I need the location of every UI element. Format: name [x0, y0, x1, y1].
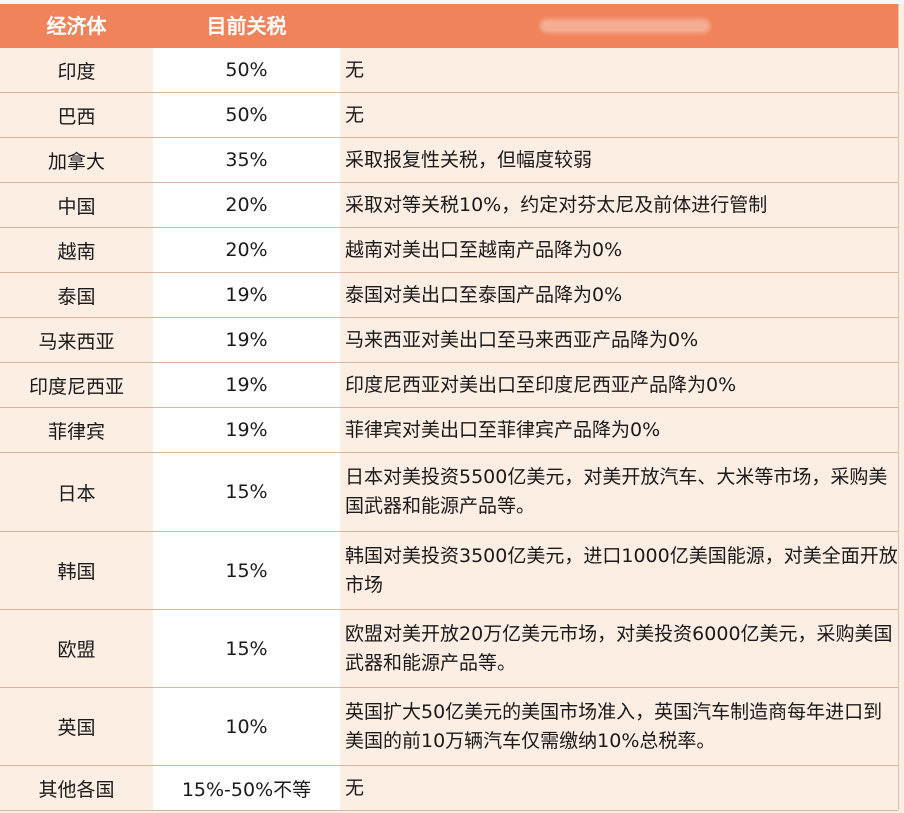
tariff-cell: 35%: [153, 138, 340, 182]
table-row: 欧盟 15% 欧盟对美开放20万亿美元市场，对美投资6000亿美元，采购美国武器…: [0, 610, 898, 688]
table-row: 马来西亚 19% 马来西亚对美出口至马来西亚产品降为0%: [0, 318, 898, 363]
economy-cell: 日本: [57, 482, 96, 505]
economy-cell: 印度尼西亚: [28, 375, 124, 398]
tariff-cell: 50%: [153, 93, 340, 137]
table-row: 加拿大 35% 采取报复性关税，但幅度较弱: [0, 138, 898, 183]
table-row: 日本 15% 日本对美投资5500亿美元，对美开放汽车、大米等市场，采购美国武器…: [0, 453, 898, 532]
table-row: 印度 50% 无: [0, 48, 898, 93]
note-cell: 无: [345, 103, 365, 126]
economy-cell: 印度: [57, 60, 96, 83]
table-row: 巴西 50% 无: [0, 93, 898, 138]
note-cell: 越南对美出口至越南产品降为0%: [345, 238, 623, 261]
table-row: 中国 20% 采取对等关税10%，约定对芬太尼及前体进行管制: [0, 183, 898, 228]
header-blurred-text: [540, 19, 710, 33]
economy-cell: 欧盟: [57, 639, 96, 661]
tariff-cell: 19%: [153, 318, 340, 362]
note-cell: 无: [345, 58, 365, 81]
economy-cell: 加拿大: [47, 150, 105, 173]
tariff-cell: 50%: [153, 48, 340, 92]
note-cell: 印度尼西亚对美出口至印度尼西亚产品降为0%: [345, 373, 737, 396]
economy-cell: 巴西: [57, 105, 96, 128]
economy-cell: 其他各国: [38, 778, 115, 801]
tariff-cell: 15%: [153, 453, 340, 531]
header-economy: 经济体: [46, 14, 107, 38]
note-cell: 日本对美投资5500亿美元，对美开放汽车、大米等市场，采购美国武器和能源产品等。: [345, 466, 888, 517]
economy-cell: 菲律宾: [47, 420, 105, 443]
note-cell: 采取报复性关税，但幅度较弱: [345, 148, 593, 171]
header-tariff: 目前关税: [206, 14, 287, 38]
note-cell: 英国扩大50亿美元的美国市场准入，英国汽车制造商每年进口到美国的前10万辆汽车仅…: [345, 700, 883, 752]
table-body: 印度 50% 无 巴西 50% 无 加拿大 35% 采取报复性关税，但幅度较弱 …: [0, 48, 898, 811]
economy-cell: 英国: [57, 717, 96, 739]
economy-cell: 马来西亚: [38, 330, 115, 353]
table-row: 英国 10% 英国扩大50亿美元的美国市场准入，英国汽车制造商每年进口到美国的前…: [0, 688, 898, 766]
tariff-cell: 19%: [153, 273, 340, 317]
tariff-cell: 20%: [153, 183, 340, 227]
spreadsheet-grid-edge: [0, 0, 904, 4]
tariff-cell: 19%: [153, 363, 340, 407]
note-cell: 泰国对美出口至泰国产品降为0%: [345, 283, 623, 306]
economy-cell: 韩国: [57, 561, 96, 583]
note-cell: 菲律宾对美出口至菲律宾产品降为0%: [345, 418, 661, 441]
table-row: 印度尼西亚 19% 印度尼西亚对美出口至印度尼西亚产品降为0%: [0, 363, 898, 408]
table-row: 韩国 15% 韩国对美投资3500亿美元，进口1000亿美国能源，对美全面开放市…: [0, 532, 898, 610]
note-cell: 采取对等关税10%，约定对芬太尼及前体进行管制: [345, 193, 768, 216]
note-cell: 马来西亚对美出口至马来西亚产品降为0%: [345, 328, 699, 351]
note-cell: 欧盟对美开放20万亿美元市场，对美投资6000亿美元，采购美国武器和能源产品等。: [345, 622, 893, 674]
economy-cell: 越南: [57, 240, 96, 263]
table-row: 泰国 19% 泰国对美出口至泰国产品降为0%: [0, 273, 898, 318]
tariff-cell: 15%: [153, 610, 340, 687]
note-cell: 无: [345, 776, 365, 799]
table-row: 其他各国 15%-50%不等 无: [0, 766, 898, 811]
table-right-border: [898, 4, 899, 810]
tariff-cell: 10%: [153, 688, 340, 765]
tariff-cell: 20%: [153, 228, 340, 272]
table-header: 经济体 目前关税: [0, 4, 898, 48]
note-cell: 韩国对美投资3500亿美元，进口1000亿美国能源，对美全面开放市场: [345, 544, 898, 596]
tariff-cell: 15%: [153, 532, 340, 609]
economy-cell: 泰国: [57, 285, 96, 308]
table-row: 菲律宾 19% 菲律宾对美出口至菲律宾产品降为0%: [0, 408, 898, 453]
table-row: 越南 20% 越南对美出口至越南产品降为0%: [0, 228, 898, 273]
tariff-cell: 19%: [153, 408, 340, 452]
economy-cell: 中国: [57, 195, 96, 218]
tariff-cell: 15%-50%不等: [153, 766, 340, 810]
